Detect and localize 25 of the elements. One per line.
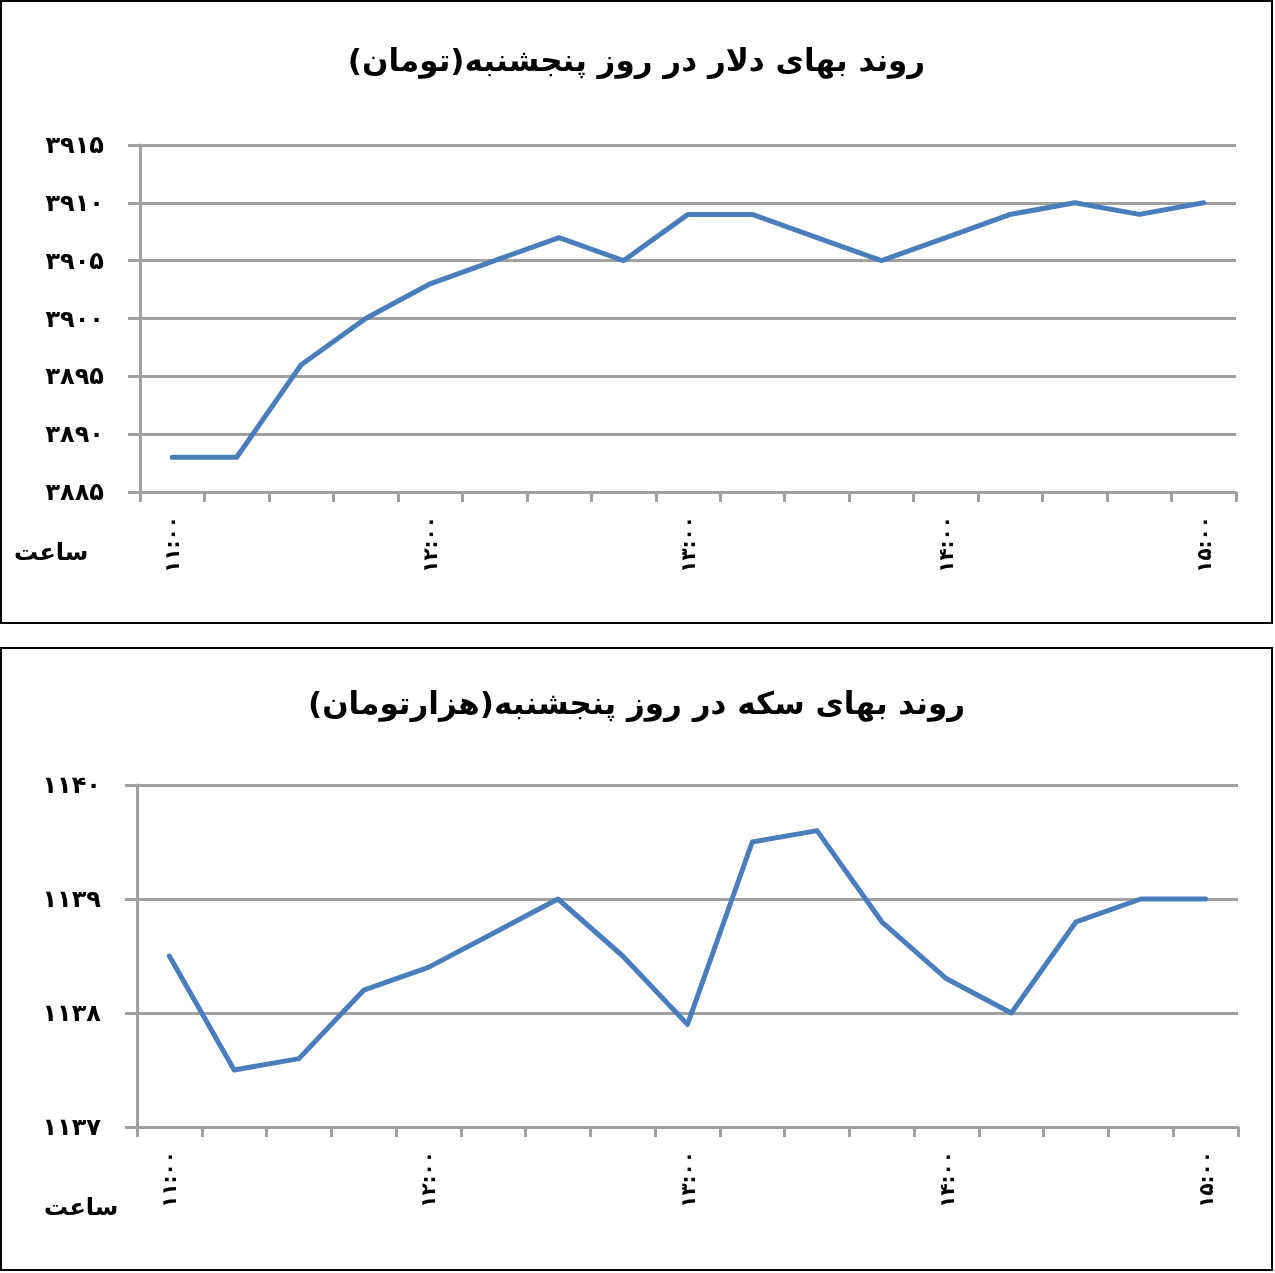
x-tick-label: ۱۲:۰۰: [418, 516, 443, 573]
y-tick-label: ۳۹۰۵: [45, 246, 104, 275]
x-tick-label: ۱۳:۰۰: [675, 1151, 700, 1208]
x-tick-label: ۱۱:۰۰: [157, 1151, 182, 1208]
x-tick-label: ۱۵:۰۰: [1191, 516, 1216, 573]
x-tick-label: ۱۲:۰۰: [416, 1151, 441, 1208]
y-tick-label: ۱۱۳۷: [42, 1113, 102, 1141]
x-tick-label: ۱۴:۰۰: [933, 516, 958, 573]
y-tick-label: ۱۱۳۸: [42, 999, 102, 1027]
chart-title: روند بهای دلار در روز پنجشنبه(تومان): [346, 42, 927, 78]
y-tick-label: ۳۹۱۰: [45, 188, 104, 217]
y-tick-label: ۱۱۴۰: [42, 771, 101, 799]
x-axis-title: ساعت: [44, 1193, 119, 1221]
y-tick-label: ۳۹۱۵: [45, 131, 104, 159]
x-axis-title: ساعت: [14, 538, 89, 566]
x-tick-label: ۱۵:۰۰: [1193, 1151, 1218, 1208]
y-tick-label: ۳۸۸۵: [45, 478, 104, 506]
y-tick-label: ۳۹۰۰: [45, 304, 104, 333]
chart-title: روند بهای سکه در روز پنجشنبه(هزارتومان): [306, 685, 967, 721]
y-tick-label: ۳۸۹۵: [45, 362, 104, 391]
x-tick-label: ۱۱:۰۰: [160, 516, 185, 573]
y-tick-label: ۳۸۹۰: [45, 420, 104, 449]
x-tick-label: ۱۴:۰۰: [934, 1151, 959, 1208]
y-tick-label: ۱۱۳۹: [42, 885, 102, 913]
x-tick-label: ۱۳:۰۰: [676, 516, 700, 573]
